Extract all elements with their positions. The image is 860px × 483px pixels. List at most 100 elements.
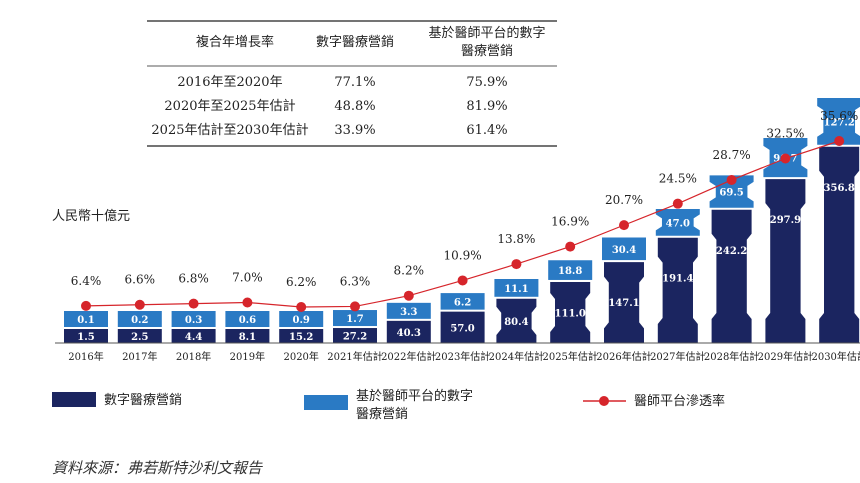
penetration-label: 28.7% [713,148,751,162]
bar-platform-marketing [548,260,593,280]
penetration-point [726,174,737,185]
bar-digital-marketing [64,329,108,343]
bar-platform-marketing [117,311,162,327]
penetration-label: 6.6% [125,273,156,287]
bar-platform-marketing [494,279,539,297]
table-row2-period: 2020年至2025年估計 [164,98,295,114]
bar-label-platform-marketing: 0.6 [239,315,256,326]
penetration-label: 10.9% [444,248,482,262]
x-tick-label: 2027年估計 [650,350,705,363]
penetration-point [565,241,576,252]
x-tick-label: 2019年 [230,350,265,363]
penetration-point [242,297,253,308]
penetration-point [350,301,360,312]
penetration-point [134,299,145,310]
bar-label-platform-marketing: 1.7 [346,314,363,325]
bar-platform-marketing [386,302,431,319]
x-tick-label: 2030年估計 [811,350,860,363]
bar-label-digital-marketing: 27.2 [343,332,367,343]
penetration-point [780,153,791,164]
bar-label-platform-marketing: 11.1 [504,284,528,295]
x-tick-label: 2020年 [283,350,318,363]
bar-digital-marketing [117,329,162,343]
penetration-point [619,220,629,231]
legend-label-platform-line1: 基於醫師平台的數字 [356,388,473,404]
bar-label-platform-marketing: 127.2 [824,117,855,128]
x-tick-label: 2022年估計 [381,350,436,363]
x-tick-label: 2024年估計 [489,350,544,363]
bar-label-digital-marketing: 356.8 [824,183,855,194]
penetration-point [403,290,414,301]
bar-label-platform-marketing: 3.3 [400,307,417,318]
table-header-1: 複合年增長率 [196,34,274,50]
bar-label-platform-marketing: 30.4 [612,245,636,256]
penetration-point [296,302,307,312]
x-tick-label: 2028年估計 [704,350,759,363]
source-note: 資料來源：弗若斯特沙利文報告 [52,459,263,477]
bar-digital-marketing [765,179,806,343]
penetration-point [457,275,468,286]
legend-label-digital-marketing: 數字醫療營銷 [104,392,182,408]
bar-label-digital-marketing: 242.2 [716,246,747,257]
bar-digital-marketing [550,281,591,343]
x-tick-label: 2016年 [68,350,103,363]
bar-label-digital-marketing: 80.4 [504,317,528,328]
bar-label-digital-marketing: 15.2 [289,332,313,343]
penetration-point [834,136,845,146]
x-tick-label: 2026年估計 [596,350,651,363]
bar-label-digital-marketing: 4.4 [185,332,202,343]
bar-label-platform-marketing: 69.5 [719,188,743,199]
penetration-label: 16.9% [551,215,589,229]
penetration-point [81,300,91,311]
bar-platform-marketing [440,293,485,310]
bar-label-digital-marketing: 111.0 [555,308,586,319]
x-tick-labels: 2016年 2017年 2018年 2019年 2020年 2021年估計2022年估計2… [68,350,860,363]
penetration-label: 20.7% [605,193,643,207]
legend-label-penetration: 醫師平台滲透率 [634,393,725,409]
table-row3-val1: 33.9% [334,123,375,138]
bar-label-platform-marketing: 6.2 [454,297,471,308]
bar-platform-marketing [333,310,377,327]
bar-digital-marketing [171,329,216,343]
bar-digital-marketing [440,311,485,343]
table-row3-period: 2025年估計至2030年估計 [151,122,308,138]
x-tick-label: 2021年估計 [327,350,382,363]
penetration-label: 24.5% [659,172,697,186]
legend-swatch-digital-marketing [52,392,96,407]
table-row1-val2: 75.9% [466,75,507,90]
bar-label-platform-marketing: 0.9 [292,315,309,326]
bar-label-platform-marketing: 0.2 [131,315,148,326]
penetration-label: 6.4% [71,274,102,288]
bar-platform-marketing [817,97,860,145]
bar-digital-marketing [604,262,644,343]
penetration-point [188,298,199,309]
bar-digital-marketing [333,328,377,343]
bar-digital-marketing [496,298,537,343]
bar-label-digital-marketing: 147.1 [608,298,639,309]
x-tick-label: 2029年估計 [758,350,813,363]
legend-swatch-platform-marketing [304,395,348,410]
table-row2-val2: 81.9% [466,99,507,114]
bar-digital-marketing [711,209,752,343]
table-header-3-line2: 醫療營銷 [461,43,513,59]
bar-digital-marketing [386,320,431,343]
bar-label-digital-marketing: 8.1 [239,332,256,343]
bar-label-platform-marketing: 0.1 [77,315,94,326]
penetration-label: 7.0% [232,270,263,284]
table-row2-val1: 48.8% [334,99,375,114]
table-row3-val2: 61.4% [466,123,507,138]
table-header-3-line1: 基於醫師平台的數字 [428,25,545,41]
x-tick-label: 2025年估計 [542,350,597,363]
penetration-point [672,198,683,209]
bar-label-digital-marketing: 57.0 [450,323,474,334]
bar-label-digital-marketing: 297.9 [770,215,801,226]
y-unit-label: 人民幣十億元 [52,208,130,224]
bar-label-platform-marketing: 0.3 [185,315,202,326]
penetration-point [511,259,522,270]
bar-platform-marketing [602,237,646,261]
bar-digital-marketing [819,146,860,343]
bar-platform-marketing [171,311,216,327]
bar-label-digital-marketing: 40.3 [397,328,421,339]
bar-platform-marketing [64,311,108,327]
bar-label-platform-marketing: 47.0 [666,218,690,229]
